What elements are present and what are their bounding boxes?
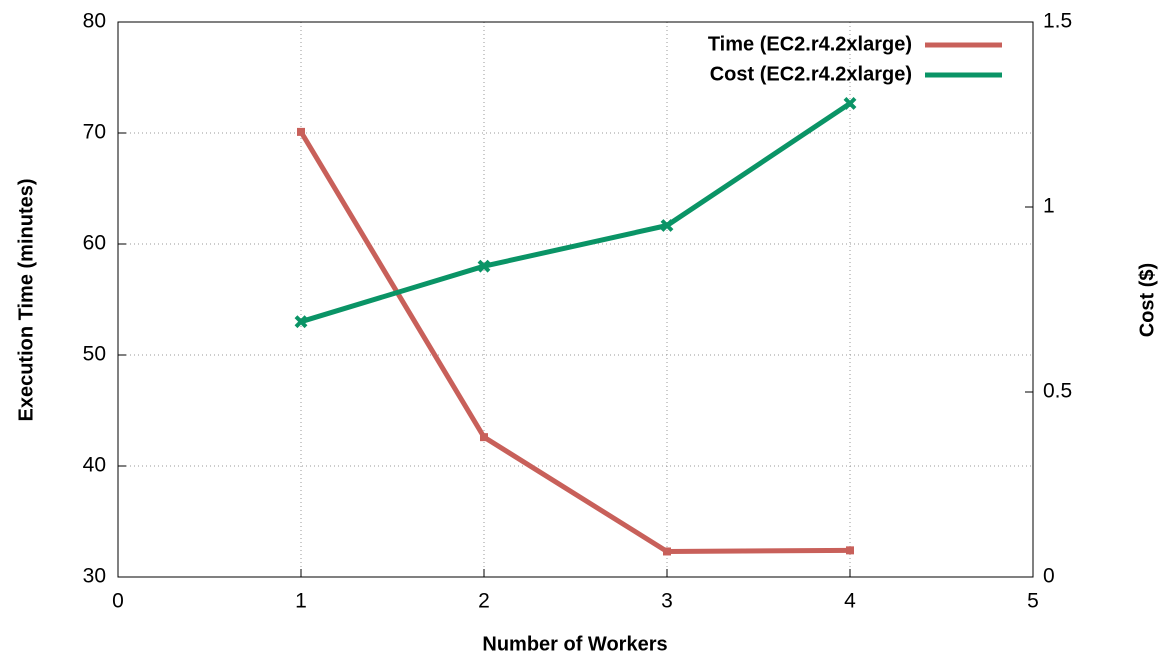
- x-tick-label: 5: [1027, 590, 1039, 613]
- point-marker: [843, 96, 857, 110]
- x-tick-label: 2: [478, 590, 490, 613]
- y2-axis-label: Cost ($): [1136, 263, 1158, 337]
- y2-tick-label: 0.5: [1043, 380, 1072, 403]
- y-tick-label: 30: [83, 565, 106, 588]
- legend-label: Time (EC2.r4.2xlarge): [708, 33, 912, 55]
- x-axis-label: Number of Workers: [482, 633, 667, 655]
- x-tick-label: 4: [844, 590, 856, 613]
- y2-tick-label: 0: [1043, 565, 1055, 588]
- plot-frame: [117, 21, 1034, 578]
- point-marker: [846, 546, 854, 555]
- x-tick-label: 0: [112, 590, 124, 613]
- legend-label: Cost (EC2.r4.2xlarge): [710, 63, 912, 85]
- y2-tick-label: 1.5: [1043, 10, 1072, 33]
- y2-tick-label: 1: [1043, 195, 1055, 218]
- y-tick-label: 60: [83, 232, 106, 255]
- y-axis-label: Execution Time (minutes): [15, 178, 37, 421]
- series-line: [300, 101, 852, 325]
- x-tick-label: 3: [661, 590, 673, 613]
- y-tick-label: 40: [83, 454, 106, 477]
- point-marker: [297, 127, 305, 136]
- point-marker: [660, 219, 674, 232]
- x-tick-label: 1: [295, 590, 307, 613]
- series-line: [298, 130, 851, 554]
- y-tick-label: 80: [83, 10, 106, 33]
- y-tick-label: 70: [83, 121, 106, 144]
- y-tick-label: 50: [83, 343, 106, 366]
- point-marker: [663, 547, 671, 556]
- point-marker: [480, 433, 488, 442]
- point-marker: [294, 315, 308, 329]
- point-marker: [477, 259, 491, 273]
